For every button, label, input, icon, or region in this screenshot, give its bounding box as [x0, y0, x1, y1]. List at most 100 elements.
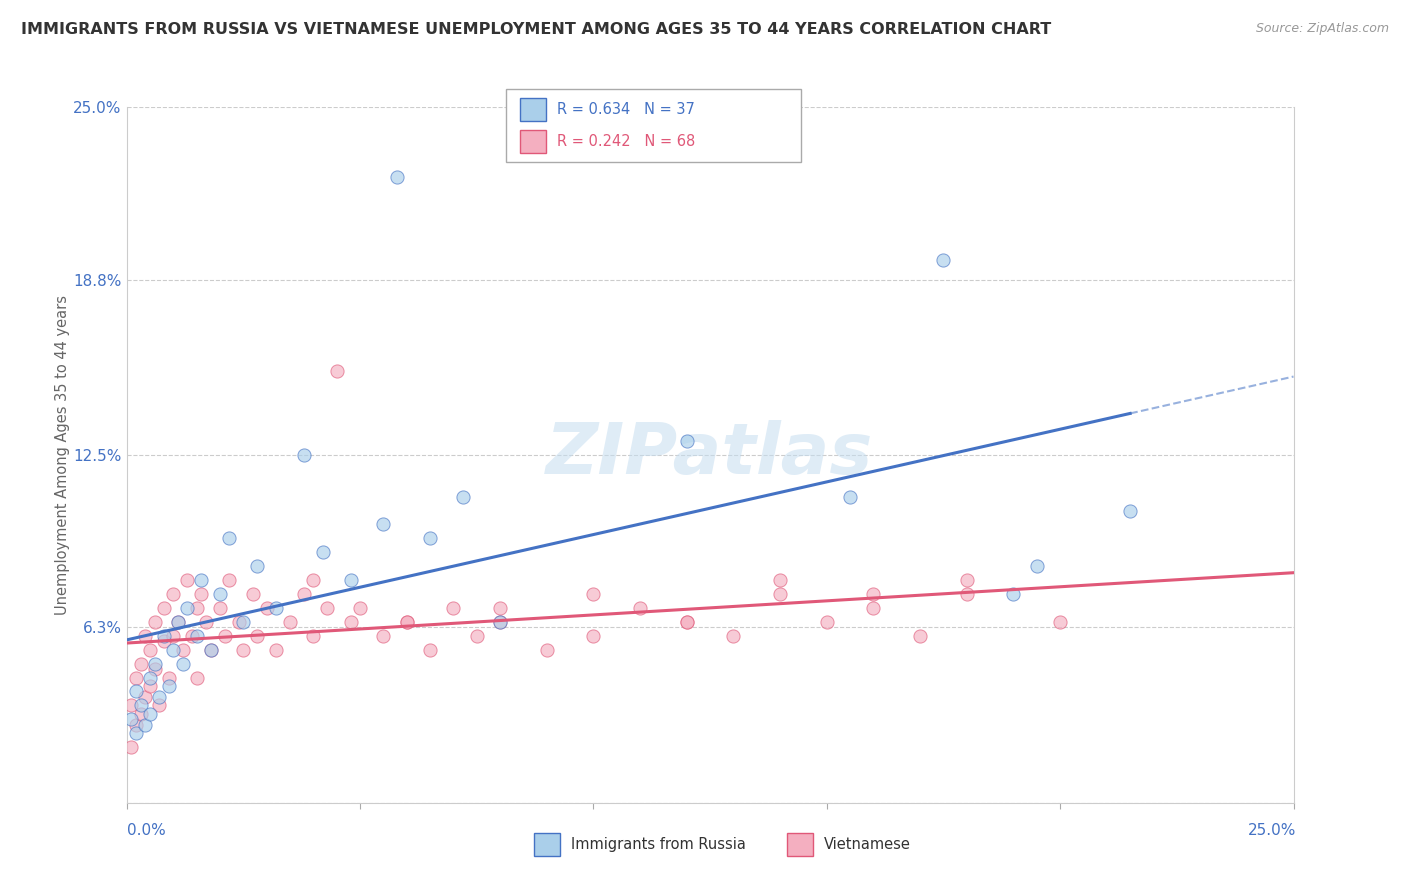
Point: [200, 642, 222, 657]
Point: [186, 629, 208, 643]
Point: [628, 601, 651, 615]
Point: [1049, 615, 1071, 629]
Point: [419, 532, 441, 546]
Text: ZIPatlas: ZIPatlas: [547, 420, 873, 490]
Point: [839, 490, 862, 504]
Point: [129, 698, 152, 713]
Point: [723, 629, 745, 643]
Point: [441, 601, 464, 615]
Point: [489, 601, 512, 615]
Point: [349, 601, 371, 615]
Point: [325, 364, 347, 378]
Point: [172, 657, 194, 671]
Point: [908, 629, 931, 643]
Point: [395, 615, 418, 629]
Point: [129, 657, 152, 671]
Point: [862, 601, 884, 615]
Point: [292, 587, 315, 601]
Point: [148, 690, 170, 704]
Point: [134, 718, 156, 732]
Point: [246, 559, 269, 574]
Point: [190, 573, 212, 587]
Point: [769, 587, 792, 601]
Point: [264, 642, 287, 657]
Point: [120, 698, 142, 713]
Point: [143, 615, 166, 629]
Point: [339, 573, 361, 587]
Point: [148, 698, 170, 713]
Point: [278, 615, 301, 629]
Point: [815, 615, 838, 629]
Point: [167, 615, 190, 629]
Point: [208, 587, 231, 601]
Text: Unemployment Among Ages 35 to 44 years: Unemployment Among Ages 35 to 44 years: [55, 295, 70, 615]
Point: [162, 642, 184, 657]
Text: 25.0%: 25.0%: [1249, 823, 1296, 838]
Point: [125, 726, 148, 740]
Point: [264, 601, 287, 615]
Point: [465, 629, 488, 643]
Point: [153, 634, 176, 648]
Point: [232, 615, 254, 629]
Point: [200, 642, 222, 657]
Point: [675, 615, 697, 629]
Point: [451, 490, 474, 504]
Point: [292, 448, 315, 462]
Point: [134, 629, 156, 643]
Point: [125, 671, 148, 685]
Text: R = 0.634   N = 37: R = 0.634 N = 37: [557, 103, 695, 117]
Point: [228, 615, 250, 629]
Point: [316, 601, 339, 615]
Point: [186, 601, 208, 615]
Point: [125, 684, 148, 698]
Point: [932, 253, 955, 268]
Point: [373, 517, 395, 532]
Point: [153, 629, 176, 643]
Point: [162, 629, 184, 643]
Point: [256, 601, 278, 615]
Point: [419, 642, 441, 657]
Point: [582, 629, 605, 643]
Text: R = 0.242   N = 68: R = 0.242 N = 68: [557, 135, 695, 149]
Point: [143, 662, 166, 676]
Point: [862, 587, 884, 601]
Point: [675, 434, 697, 448]
Point: [180, 629, 202, 643]
Point: [157, 679, 180, 693]
Point: [162, 587, 184, 601]
Text: IMMIGRANTS FROM RUSSIA VS VIETNAMESE UNEMPLOYMENT AMONG AGES 35 TO 44 YEARS CORR: IMMIGRANTS FROM RUSSIA VS VIETNAMESE UNE…: [21, 22, 1052, 37]
Point: [956, 573, 979, 587]
Point: [143, 657, 166, 671]
Text: Source: ZipAtlas.com: Source: ZipAtlas.com: [1256, 22, 1389, 36]
Point: [120, 740, 142, 755]
Point: [208, 601, 231, 615]
Point: [176, 573, 198, 587]
Text: Vietnamese: Vietnamese: [824, 838, 911, 852]
Point: [769, 573, 792, 587]
Point: [139, 679, 162, 693]
Point: [536, 642, 558, 657]
Point: [176, 601, 198, 615]
Point: [139, 706, 162, 721]
Point: [218, 573, 240, 587]
Point: [489, 615, 512, 629]
Point: [172, 642, 194, 657]
Point: [129, 706, 152, 721]
Point: [167, 615, 190, 629]
Point: [214, 629, 236, 643]
Point: [339, 615, 361, 629]
Point: [395, 615, 418, 629]
Point: [1002, 587, 1025, 601]
Point: [157, 671, 180, 685]
Point: [489, 615, 512, 629]
Point: [311, 545, 333, 559]
Point: [186, 671, 208, 685]
Point: [125, 718, 148, 732]
Text: 0.0%: 0.0%: [127, 823, 166, 838]
Point: [1025, 559, 1047, 574]
Point: [120, 712, 142, 726]
Point: [190, 587, 212, 601]
Point: [302, 629, 325, 643]
Point: [153, 601, 176, 615]
Point: [139, 642, 162, 657]
